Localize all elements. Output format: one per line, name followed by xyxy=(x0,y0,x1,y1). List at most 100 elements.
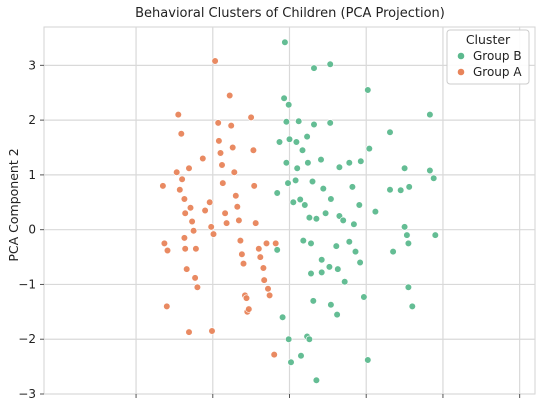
data-point xyxy=(181,209,189,217)
data-point xyxy=(305,214,314,222)
data-point xyxy=(386,186,394,194)
data-point xyxy=(309,297,317,305)
y-tick-label: 0 xyxy=(28,223,36,237)
legend-label: Group B xyxy=(473,49,522,63)
data-point xyxy=(292,138,301,146)
data-point xyxy=(219,179,227,187)
data-point xyxy=(245,305,253,313)
data-point xyxy=(318,268,326,277)
data-point xyxy=(292,176,300,184)
data-point xyxy=(223,219,231,227)
data-point xyxy=(183,265,191,273)
data-point xyxy=(322,209,330,217)
data-point xyxy=(307,269,315,278)
data-point xyxy=(430,174,438,182)
data-point xyxy=(227,121,235,130)
data-point xyxy=(397,186,405,194)
data-point xyxy=(355,201,363,209)
data-point xyxy=(371,208,380,216)
data-point xyxy=(174,110,182,119)
data-point xyxy=(326,60,334,68)
data-point xyxy=(264,285,272,293)
data-point xyxy=(285,135,294,143)
data-point xyxy=(401,223,409,231)
data-point xyxy=(348,183,357,191)
data-point xyxy=(256,253,264,261)
data-point xyxy=(163,302,171,311)
data-point xyxy=(317,156,325,164)
data-point xyxy=(262,239,271,247)
data-point xyxy=(249,146,257,154)
data-point xyxy=(332,242,340,250)
data-point xyxy=(188,217,196,226)
data-point xyxy=(284,179,292,187)
data-point xyxy=(233,203,241,211)
data-point xyxy=(281,38,289,46)
data-point xyxy=(282,159,291,167)
data-point xyxy=(333,311,341,319)
data-point xyxy=(272,239,280,247)
data-point xyxy=(185,164,193,172)
data-point xyxy=(192,245,200,253)
data-point xyxy=(279,313,287,321)
data-point xyxy=(318,256,326,264)
data-point xyxy=(364,86,372,94)
y-tick-label: 1 xyxy=(28,168,36,182)
data-point xyxy=(209,230,218,238)
data-point xyxy=(242,294,251,302)
data-point xyxy=(304,159,312,167)
data-point xyxy=(178,175,186,183)
data-point xyxy=(364,356,372,364)
data-point xyxy=(180,234,188,242)
data-point xyxy=(190,227,198,235)
data-point xyxy=(326,119,334,127)
data-point xyxy=(239,260,248,268)
data-point xyxy=(266,291,274,300)
data-point xyxy=(252,219,260,227)
data-point xyxy=(319,185,327,193)
legend-marker xyxy=(457,52,465,60)
data-point xyxy=(345,159,353,167)
data-point xyxy=(310,120,318,129)
data-point xyxy=(181,245,189,253)
data-point xyxy=(235,216,243,224)
y-axis-label: PCA Component 2 xyxy=(6,148,21,261)
data-point xyxy=(273,189,281,197)
data-point xyxy=(356,258,364,267)
data-point xyxy=(386,128,394,136)
legend-marker xyxy=(457,68,465,76)
y-tick-label: −3 xyxy=(18,387,36,400)
data-point xyxy=(297,352,305,360)
data-point xyxy=(426,110,434,119)
data-point xyxy=(177,130,185,138)
data-point xyxy=(238,250,246,258)
data-point xyxy=(305,335,314,343)
legend-label: Group A xyxy=(473,65,522,79)
data-point xyxy=(270,351,278,359)
data-point xyxy=(293,164,301,172)
data-point xyxy=(431,231,439,239)
data-point xyxy=(335,163,344,171)
data-point xyxy=(403,231,411,239)
series-group-b xyxy=(273,38,439,384)
data-point xyxy=(218,161,226,169)
data-point xyxy=(351,248,360,256)
data-point xyxy=(260,276,268,284)
data-point xyxy=(327,195,335,203)
data-point xyxy=(345,238,353,246)
data-point xyxy=(160,239,168,247)
data-point xyxy=(310,64,318,72)
legend: Cluster Group B Group A xyxy=(446,29,530,85)
data-point xyxy=(250,182,258,190)
data-point xyxy=(236,237,244,245)
data-point xyxy=(185,328,193,336)
legend-box xyxy=(446,29,530,85)
data-point xyxy=(207,223,215,231)
y-tick-label: 3 xyxy=(28,58,36,72)
data-point xyxy=(312,376,321,384)
data-point xyxy=(285,101,293,109)
data-point xyxy=(221,209,229,217)
data-point xyxy=(275,138,284,146)
data-point xyxy=(215,137,223,145)
